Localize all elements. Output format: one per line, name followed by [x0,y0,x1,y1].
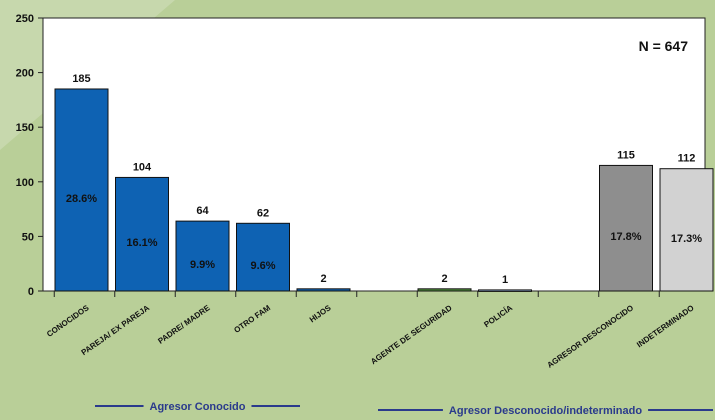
n-annotation: N = 647 [639,38,689,54]
y-tick-label: 50 [22,231,34,243]
value-label: 2 [320,273,326,285]
category-label: PAREJA/ EX PAREJA [80,303,152,357]
percent-label: 17.3% [671,233,702,245]
value-label: 185 [72,73,90,85]
category-label: AGRESOR DESCONOCIDO [546,303,636,370]
bar [478,289,532,292]
value-label: 62 [257,207,269,219]
y-tick-label: 250 [16,13,34,25]
y-tick-label: 100 [16,177,34,189]
category-label: OTRO FAM [232,303,272,335]
value-label: 1 [502,274,508,286]
category-label: CONOCIDOS [45,303,91,339]
group-label: Agresor Conocido [150,401,246,413]
y-tick-label: 0 [28,286,34,298]
bar [417,288,472,292]
group-label: Agresor Desconocido/indeterminado [449,405,642,417]
y-tick-label: 200 [16,68,34,80]
category-label: AGENTE DE SEGURIDAD [369,303,454,366]
category-label: HIJOS [308,303,333,325]
bar [599,164,653,292]
bar [236,222,290,292]
bar [659,168,714,292]
bars: 185 28.6% 104 16.1% 64 9.9% 62 9.6% 2 2 1 115 17.8% 1… [54,73,714,292]
y-axis: 0 50 100 150 200 250 [16,13,43,298]
value-label: 112 [678,153,696,165]
value-label: 115 [617,149,635,161]
value-label: 64 [196,205,209,217]
percent-label: 16.1% [126,237,157,249]
bar [54,88,109,292]
value-label: 104 [133,161,152,173]
percent-label: 9.9% [190,259,215,271]
bar [296,288,351,292]
percent-label: 9.6% [250,260,275,272]
value-label: 2 [441,273,447,285]
bar [115,176,169,292]
category-label: PADRE/ MADRE [156,303,212,346]
category-label: INDETERMINADO [635,303,696,349]
y-tick-label: 150 [16,122,34,134]
percent-label: 17.8% [610,231,641,243]
group-labels: Agresor Conocido Agresor Desconocido/inde… [95,401,713,417]
category-label: POLICÍA [482,303,514,329]
percent-label: 28.6% [66,193,97,205]
bar [175,220,230,292]
